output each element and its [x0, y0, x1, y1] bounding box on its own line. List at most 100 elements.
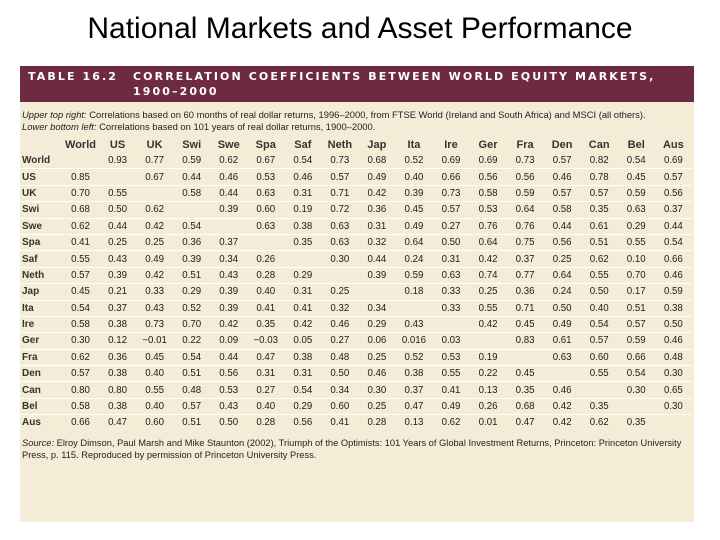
table-cell: 0.46: [654, 332, 692, 350]
table-cell: 0.47: [506, 414, 544, 431]
correlation-table: World US UK Swi Swe Spa Saf Neth Jap Ita Ire Ger Fra…: [20, 137, 692, 431]
table-cell: 0.59: [506, 184, 544, 202]
table-cell: 0.29: [173, 283, 211, 301]
table-cell: 0.35: [617, 414, 655, 431]
table-cell: 0.74: [469, 266, 507, 284]
table-cell: 0.38: [284, 217, 322, 235]
table-body: World 0.93 0.77 0.59 0.62 0.67 0.54 0.73 0.68 0.5…: [20, 153, 692, 431]
table-cell: 0.56: [210, 365, 248, 382]
table-cell: 0.37: [506, 250, 544, 268]
table-cell: 0.57: [62, 365, 100, 382]
table-cell: 0.016: [395, 332, 433, 350]
table-cell: 0.34: [321, 381, 359, 399]
table-cell: 0.56: [506, 168, 544, 186]
row-label: US: [20, 168, 62, 186]
table-cell: 0.67: [256, 155, 276, 167]
table-cell: 0.38: [99, 315, 137, 333]
note-lower-text: Correlations based on 101 years of real …: [96, 121, 376, 132]
table-caption: CORRELATION COEFFICIENTS BETWEEN WORLD E…: [133, 70, 656, 98]
table-cell: 0.13: [469, 381, 507, 399]
column-header: UK: [146, 139, 163, 151]
table-cell: 0.51: [173, 365, 211, 382]
table-cell: 0.41: [247, 299, 285, 317]
table-cell: 0.73: [432, 184, 470, 202]
table-cell: 0.66: [654, 250, 692, 268]
table-cell: 0.64: [469, 233, 507, 251]
table-cell: 0.60: [247, 201, 285, 219]
table-cell: 0.24: [395, 250, 433, 268]
table-cell: 0.58: [173, 184, 211, 202]
table-cell: 0.68: [62, 201, 100, 219]
column-header: Bel: [627, 139, 645, 151]
table-cell: 0.39: [210, 201, 248, 219]
column-header: Swe: [217, 139, 240, 151]
table-cell: 0.71: [506, 299, 544, 317]
table-cell: 0.37: [654, 201, 692, 219]
table-cell: 0.45: [506, 365, 544, 382]
table-cell: [432, 315, 470, 333]
table-cell: 0.09: [210, 332, 248, 350]
table-cell: 0.57: [580, 184, 618, 202]
row-label: Swi: [20, 201, 62, 219]
table-cell: 0.64: [395, 233, 433, 251]
table-cell: 0.43: [136, 299, 174, 317]
table-cell: 0.25: [358, 348, 396, 366]
table-cell: 0.38: [395, 365, 433, 382]
table-cell: 0.68: [367, 155, 387, 167]
table-cell: 0.27: [321, 332, 359, 350]
table-cell: 0.26: [247, 250, 285, 268]
table-cell: [469, 332, 507, 350]
row-label: Fra: [20, 348, 62, 366]
note-upper-label: Upper top right:: [22, 109, 87, 120]
table-cell: 0.56: [543, 233, 581, 251]
table-cell: 0.44: [210, 348, 248, 366]
table-cell: 0.46: [210, 168, 248, 186]
table-row: Ire 0.58 0.38 0.73 0.70 0.42 0.35 0.42 0.46 0.29 0…: [20, 315, 692, 333]
table-cell: 0.52: [395, 348, 433, 366]
table-cell: 0.55: [580, 266, 618, 284]
table-cell: 0.06: [358, 332, 396, 350]
table-cell: 0.38: [654, 299, 692, 317]
table-cell: 0.46: [654, 266, 692, 284]
table-cell: 0.50: [654, 315, 692, 333]
table-cell: 0.49: [432, 397, 470, 415]
table-cell: 0.48: [654, 348, 692, 366]
table-cell: 0.78: [580, 168, 618, 186]
table-cell: 0.44: [654, 217, 692, 235]
table-row: Aus 0.66 0.47 0.60 0.51 0.50 0.28 0.56 0.41 0.28 0…: [20, 414, 692, 431]
table-cell: 0.76: [469, 217, 507, 235]
table-cell: 0.54: [293, 155, 313, 167]
table-cell: 0.55: [62, 250, 100, 268]
table-row: Neth 0.57 0.39 0.42 0.51 0.43 0.28 0.29 0.39 0.59…: [20, 266, 692, 284]
row-label: Spa: [20, 233, 62, 251]
column-header: Ger: [478, 139, 498, 151]
table-cell: 0.46: [284, 168, 322, 186]
table-cell: 0.31: [284, 283, 322, 301]
table-cell: 0.25: [99, 233, 137, 251]
table-cell: 0.22: [469, 365, 507, 382]
table-cell: 0.31: [284, 365, 322, 382]
table-cell: 0.54: [173, 348, 211, 366]
table-cell: 0.57: [173, 397, 211, 415]
table-cell: 0.53: [469, 201, 507, 219]
row-label: Den: [20, 365, 62, 382]
table-cell: 0.36: [173, 233, 211, 251]
table-cell: 0.42: [136, 217, 174, 235]
table-cell: 0.63: [321, 217, 359, 235]
table-cell: 0.59: [617, 184, 655, 202]
table-row: Jap 0.45 0.21 0.33 0.29 0.39 0.40 0.31 0.25 0.18 0…: [20, 283, 692, 301]
column-header: Ita: [407, 139, 421, 151]
table-cell: 0.42: [358, 184, 396, 202]
table-cell: [136, 184, 174, 202]
table-cell: [395, 299, 433, 317]
table-cell: 0.63: [321, 233, 359, 251]
table-cell: 0.31: [284, 184, 322, 202]
table-cell: 0.50: [321, 365, 359, 382]
table-cell: 0.37: [99, 299, 137, 317]
table-cell: 0.30: [62, 332, 100, 350]
table-cell: 0.33: [136, 283, 174, 301]
table-cell: 0.33: [432, 283, 470, 301]
table-cell: 0.55: [136, 381, 174, 399]
table-cell: 0.27: [432, 217, 470, 235]
table-cell: [617, 397, 655, 415]
